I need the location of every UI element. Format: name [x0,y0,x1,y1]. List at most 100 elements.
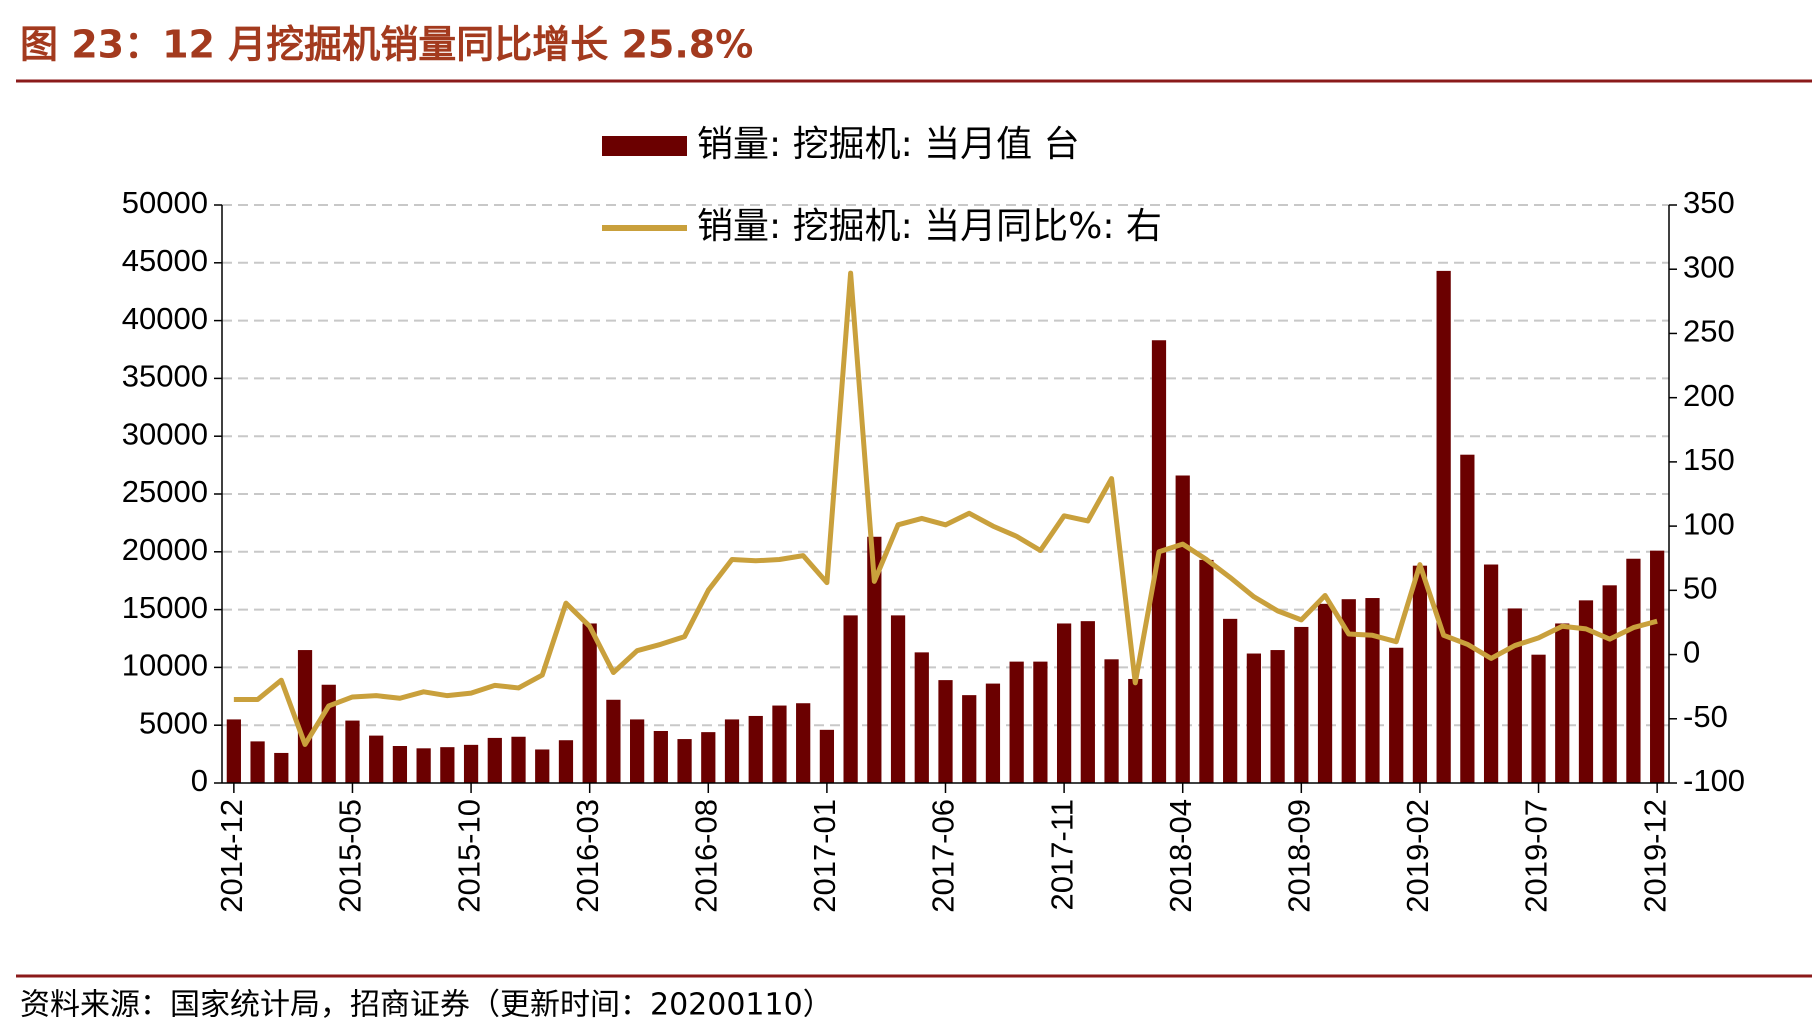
y-tick-label: 30000 [122,416,208,451]
bar [416,748,431,783]
bar [1009,661,1024,783]
bar [1033,661,1048,783]
bar [796,703,811,783]
bar [890,615,906,783]
bar [772,705,787,783]
bar [701,732,716,783]
x-tick-label: 2019-07 [1519,799,1554,913]
y2-tick-label: 200 [1683,378,1735,413]
bar [843,615,858,783]
x-tick-label: 2017-01 [807,799,842,913]
x-tick-label: 2017-06 [926,799,961,913]
x-tick-label: 2014-12 [214,799,249,913]
bar [297,650,313,783]
bar [962,695,977,783]
legend-label: 销量: 挖掘机: 当月值 台 [697,124,1080,165]
y-tick-label: 0 [191,763,208,798]
y2-tick-label: -100 [1683,763,1745,798]
bar [1483,564,1499,783]
y-tick-label: 40000 [122,301,208,336]
bar [630,719,645,783]
y2-tick-label: 0 [1683,635,1700,670]
bar [511,736,526,783]
y-tick-label: 25000 [122,474,208,509]
bar [748,715,763,783]
bar [274,752,289,783]
bar [938,680,953,783]
source: 资料来源：国家统计局，招商证券（更新时间：20200110） [20,988,833,1023]
y-tick-label: 50000 [122,185,208,220]
x-tick-label: 2018-04 [1163,799,1198,913]
y2-tick-label: 50 [1683,571,1717,606]
legend-swatch [602,136,687,156]
x-tick-label: 2019-12 [1637,799,1672,913]
bar [1412,565,1428,783]
y2-tick-label: -50 [1683,699,1728,734]
bar [1294,626,1309,783]
bar [1128,678,1143,783]
legend-label: 销量: 挖掘机: 当月同比%: 右 [697,206,1162,247]
bar [677,739,692,783]
y2-tick-label: 300 [1683,249,1735,284]
bar [582,623,597,783]
y2-tick-label: 350 [1683,185,1735,220]
bar [1270,650,1285,783]
bar [321,684,336,783]
bar [653,730,668,783]
bar [1223,618,1238,783]
bar [392,746,408,783]
bar [1246,653,1261,783]
y-tick-label: 5000 [139,705,208,740]
bar [819,729,835,783]
x-tick-label: 2016-03 [570,799,605,913]
bar [487,737,502,783]
bar [1175,475,1190,783]
line [233,270,1658,747]
bar [345,720,360,783]
y-tick-label: 10000 [122,648,208,683]
bar [1555,623,1570,783]
bar [985,683,1001,783]
bar [1056,623,1072,783]
bar [226,719,241,783]
bar [914,652,929,783]
chart-title: 图 23：12 月挖掘机销量同比增长 25.8% [20,23,753,67]
bar [1436,270,1451,784]
bar [1507,608,1522,783]
y2-tick-label: 150 [1683,442,1735,477]
bar [1602,585,1617,783]
bar [724,719,740,783]
y-tick-label: 45000 [122,243,208,278]
bar [867,536,882,783]
y-tick-label: 35000 [122,359,208,394]
x-tick-label: 2015-05 [333,799,368,913]
bar [369,735,384,783]
bar [1080,621,1095,783]
y2-tick-label: 250 [1683,314,1735,349]
bar [606,699,621,783]
x-tick-label: 2018-09 [1282,799,1317,913]
y2-tick-label: 100 [1683,506,1735,541]
x-tick-label: 2019-02 [1400,799,1435,913]
bar [1531,654,1546,783]
y-tick-label: 15000 [122,590,208,625]
bar [1460,454,1475,783]
bar [1389,647,1404,783]
bar [1317,603,1333,783]
bar [1626,558,1641,783]
bar [1104,659,1119,783]
bar [440,747,455,783]
bar [463,744,479,783]
bar [1650,550,1665,783]
x-tick-label: 2015-10 [451,799,486,913]
bar [1341,599,1356,783]
x-tick-label: 2016-08 [688,799,723,913]
bar [558,740,574,783]
bar [1365,598,1380,783]
bar [1199,559,1214,783]
y-tick-label: 20000 [122,532,208,567]
bar [535,749,550,783]
bar [250,741,265,783]
